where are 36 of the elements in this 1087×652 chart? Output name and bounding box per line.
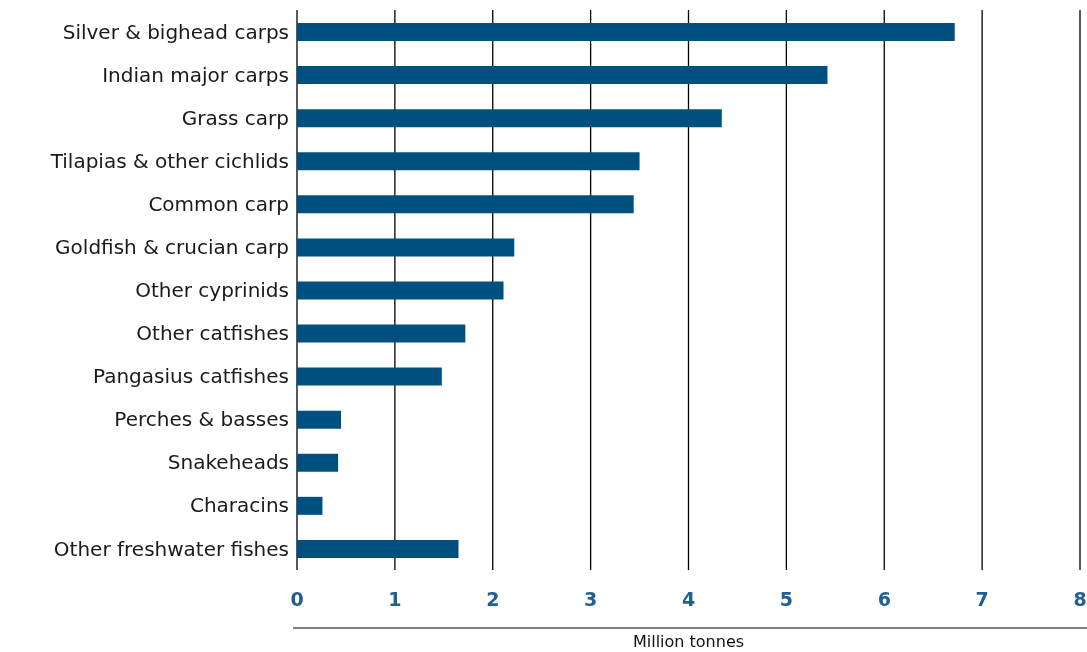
x-tick-label: 7 [975, 588, 989, 610]
bar [297, 410, 342, 429]
y-tick-label: Indian major carps [102, 62, 289, 87]
x-tick-label: 2 [486, 588, 500, 610]
bar [297, 152, 640, 171]
x-tick-label: 3 [584, 588, 598, 610]
y-tick-label: Goldfish & crucian carp [55, 235, 289, 260]
bar [297, 281, 504, 300]
bar [297, 453, 339, 472]
x-axis-title: Million tonnes [632, 632, 745, 651]
x-tick-label: 6 [877, 588, 891, 610]
x-tick-label: 1 [388, 588, 402, 610]
bar [297, 195, 634, 214]
x-tick-label: 5 [779, 588, 793, 610]
y-tick-label: Perches & basses [114, 407, 289, 432]
bar [297, 109, 722, 128]
bar [297, 238, 515, 257]
x-tick-label: 4 [681, 588, 696, 610]
bar [297, 23, 955, 41]
y-tick-label: Other cyprinids [135, 278, 289, 303]
y-tick-label: Silver & bighead carps [62, 19, 289, 44]
x-tick-label: 8 [1073, 588, 1087, 610]
y-tick-label: Other freshwater fishes [53, 536, 289, 561]
bar [297, 367, 442, 386]
y-tick-label: Snakeheads [167, 450, 289, 475]
y-tick-label: Common carp [148, 191, 289, 216]
bar [297, 496, 323, 515]
y-tick-label: Pangasius catfishes [93, 364, 289, 389]
y-tick-label: Characins [189, 493, 289, 518]
y-tick-label: Other catfishes [136, 321, 289, 346]
x-tick-label: 0 [290, 588, 304, 610]
bar [297, 324, 466, 343]
bar [297, 539, 459, 558]
y-tick-label: Grass carp [181, 105, 289, 130]
y-tick-label: Tilapias & other cichlids [49, 148, 289, 173]
bar [297, 66, 828, 85]
